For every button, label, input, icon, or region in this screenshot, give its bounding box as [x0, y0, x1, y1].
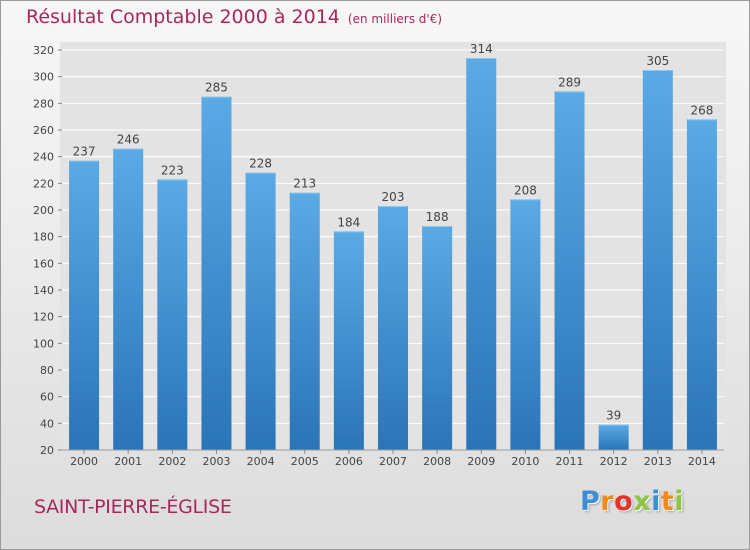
bar-2008 [422, 226, 453, 450]
x-tick-label-2011: 2011 [556, 455, 584, 468]
x-tick-label-2008: 2008 [423, 455, 451, 468]
data-label-2009: 314 [470, 42, 493, 56]
y-tick-label: 100 [33, 337, 54, 350]
y-tick-label: 140 [33, 284, 54, 297]
bar-2013 [642, 70, 673, 450]
bar-2006 [333, 231, 364, 450]
y-tick-label: 280 [33, 97, 54, 110]
bar-2002 [157, 179, 188, 451]
logo-letter: o [614, 486, 634, 517]
data-label-2002: 223 [161, 163, 184, 177]
data-label-2014: 268 [690, 103, 713, 117]
bar-2011 [554, 91, 585, 450]
x-tick-label-2009: 2009 [467, 455, 495, 468]
x-tick-label-2002: 2002 [158, 455, 186, 468]
y-axis: 20 40 60 80 100 120 140 160 180 200 220 240 260 280 30… [33, 44, 62, 457]
y-tick-label: 260 [33, 124, 54, 137]
y-tick-label: 320 [33, 44, 54, 57]
bar-2001 [113, 148, 144, 450]
y-tick-label: 200 [33, 204, 54, 217]
x-tick-label-2014: 2014 [688, 455, 716, 468]
y-tick-label: 40 [40, 417, 54, 430]
logo-letter: r [600, 486, 615, 517]
x-axis: 2000 2001 2002 2003 2004 2005 2006 2007 2008 2009… [70, 450, 716, 468]
bar-2004 [245, 172, 276, 450]
data-label-2000: 237 [73, 145, 96, 159]
x-tick-label-2013: 2013 [644, 455, 672, 468]
data-label-2013: 305 [646, 54, 669, 68]
chart-subtitle: (en milliers d'€) [347, 12, 443, 26]
bar-2010 [510, 199, 541, 450]
data-label-2005: 213 [293, 177, 316, 191]
data-label-2010: 208 [514, 183, 537, 197]
y-tick-label: 160 [33, 257, 54, 270]
y-tick-label: 220 [33, 177, 54, 190]
data-label-2012: 39 [606, 409, 621, 423]
logo-letter: t [660, 486, 675, 517]
x-tick-label-2006: 2006 [335, 455, 363, 468]
bar-2014 [686, 119, 717, 450]
y-tick-label: 180 [33, 231, 54, 244]
x-tick-label-2004: 2004 [247, 455, 275, 468]
place-name: SAINT-PIERRE-ÉGLISE [34, 496, 232, 518]
bar-2009 [466, 58, 497, 450]
data-label-2006: 184 [337, 215, 360, 229]
bar-2000 [69, 160, 100, 450]
proxiti-logo: Proxiti [580, 486, 684, 517]
x-tick-label-2010: 2010 [511, 455, 539, 468]
data-label-2008: 188 [426, 210, 449, 224]
logo-letter: x [633, 486, 652, 517]
bar-2012 [598, 424, 629, 450]
x-tick-label-2007: 2007 [379, 455, 407, 468]
y-tick-label: 60 [40, 391, 54, 404]
y-tick-label: 80 [40, 364, 54, 377]
y-tick-label: 120 [33, 311, 54, 324]
chart-title: Résultat Comptable 2000 à 2014 (en millie… [26, 6, 442, 28]
data-label-2007: 203 [382, 190, 405, 204]
x-tick-label-2001: 2001 [114, 455, 142, 468]
x-tick-label-2003: 2003 [202, 455, 230, 468]
title-text: Résultat Comptable 2000 à 2014 [26, 6, 340, 28]
bar-2005 [289, 192, 320, 450]
x-tick-label-2012: 2012 [600, 455, 628, 468]
data-label-2011: 289 [558, 75, 581, 89]
y-tick-label: 20 [40, 444, 54, 457]
logo-letter: i [651, 486, 661, 517]
data-labels: 237 246 223 285 228 213 184 203 188 314 208 289 39 30… [73, 42, 714, 423]
logo-letter: P [580, 486, 601, 517]
data-label-2004: 228 [249, 157, 272, 171]
x-tick-label-2005: 2005 [291, 455, 319, 468]
bar-2003 [201, 96, 232, 451]
y-tick-label: 240 [33, 151, 54, 164]
data-label-2003: 285 [205, 81, 228, 95]
bars [69, 58, 717, 451]
data-label-2001: 246 [117, 133, 140, 147]
x-tick-label-2000: 2000 [70, 455, 98, 468]
logo-letter: i [674, 486, 685, 517]
y-tick-label: 300 [33, 71, 54, 84]
bar-2007 [378, 206, 408, 450]
